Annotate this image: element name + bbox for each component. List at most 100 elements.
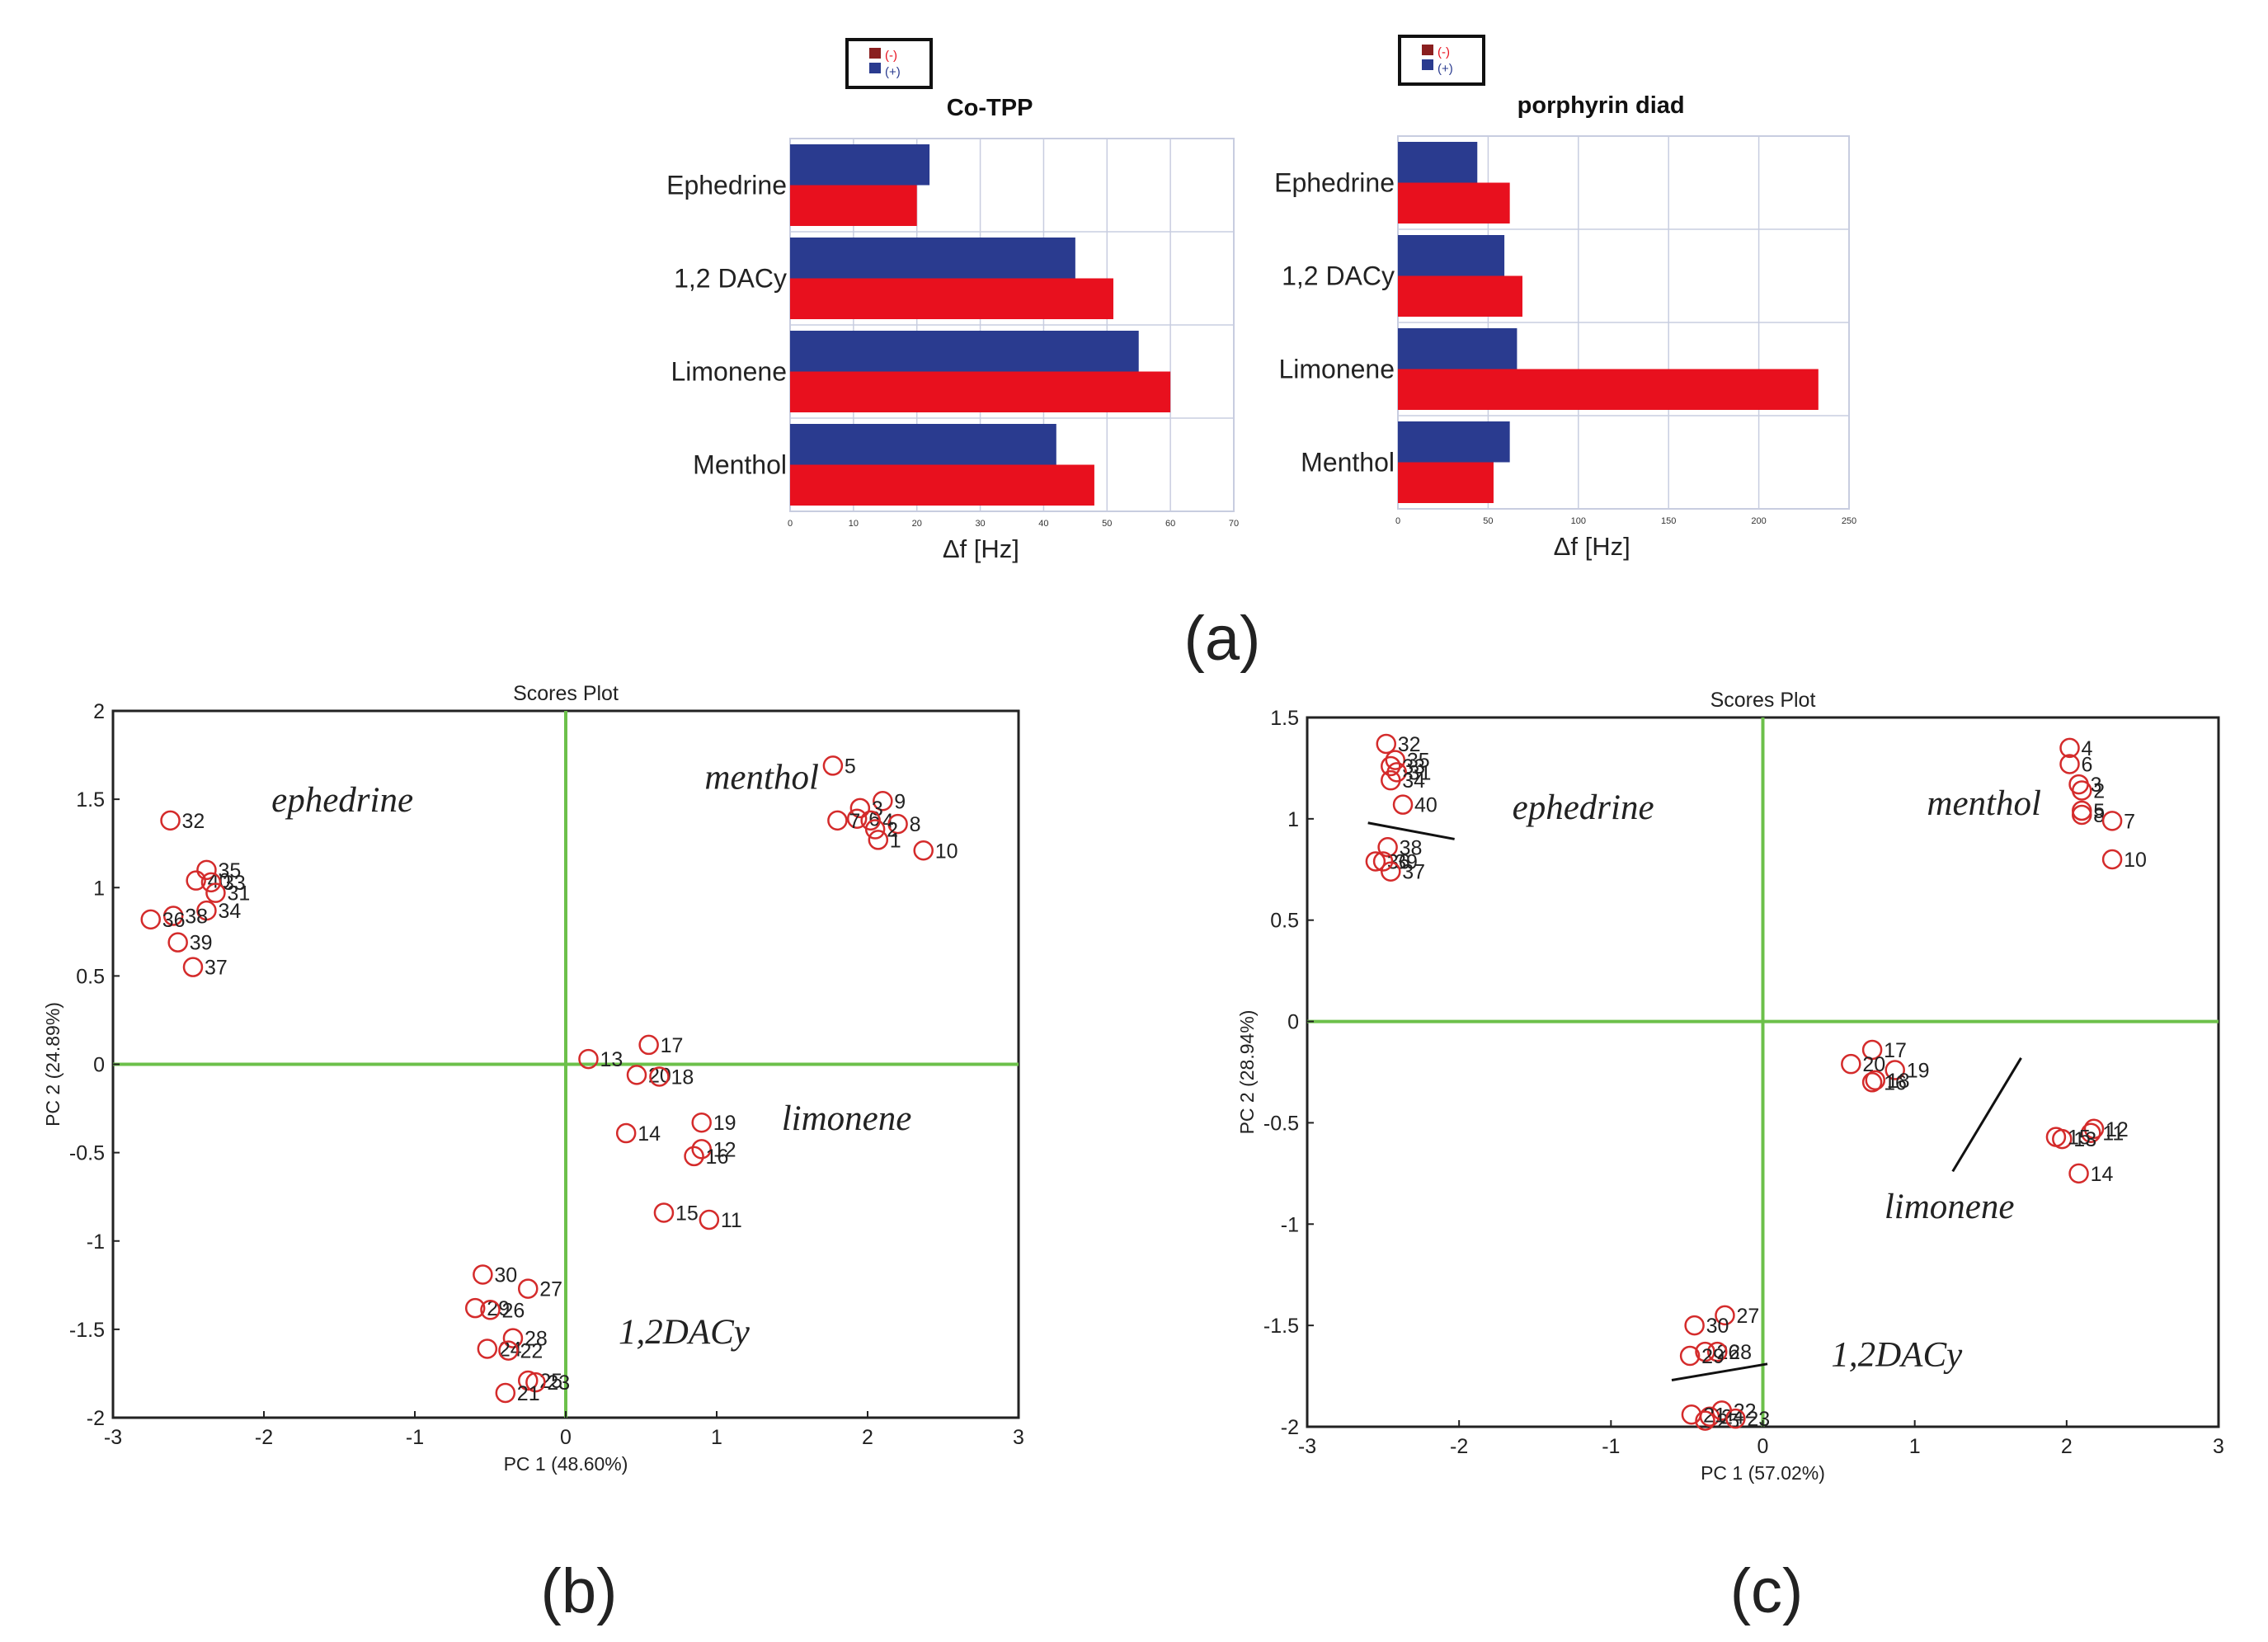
- point-marker: [691, 1139, 712, 1160]
- point-label: 27: [1736, 1305, 1759, 1328]
- point-label: 30: [1706, 1315, 1729, 1338]
- point-label: 23: [1747, 1408, 1770, 1431]
- point-marker: [691, 1112, 712, 1133]
- data-point: 17: [638, 1034, 683, 1057]
- group-annotation: menthol: [1927, 784, 2041, 823]
- y-tick-label: -1: [1281, 1213, 1299, 1236]
- point-label: 32: [182, 810, 205, 833]
- point-label: 14: [638, 1122, 661, 1146]
- point-marker: [1684, 1315, 1705, 1336]
- x-tick-label: 0: [1757, 1435, 1769, 1458]
- chart-title: porphyrin diad: [1517, 92, 1685, 119]
- bar-plus-1-2-dacy: [790, 278, 1113, 319]
- point-label: 4: [882, 810, 894, 833]
- point-marker: [699, 1209, 720, 1230]
- point-label: 7: [849, 810, 860, 833]
- x-tick-label: 3: [1013, 1426, 1024, 1449]
- data-point: 39: [1372, 850, 1418, 873]
- data-point: 32: [160, 810, 205, 833]
- bar-minus-menthol: [790, 424, 1056, 465]
- point-label: 21: [517, 1382, 540, 1405]
- data-point: 30: [1684, 1315, 1729, 1338]
- point-label: 2: [2093, 779, 2105, 802]
- data-point: 11: [2081, 1122, 2124, 1146]
- point-label: 36: [162, 909, 186, 932]
- point-label: 34: [1402, 769, 1425, 793]
- data-point: 30: [473, 1263, 517, 1287]
- point-label: 4: [2082, 737, 2093, 760]
- bar-minus-menthol: [1398, 421, 1510, 463]
- data-point: 14: [2068, 1163, 2114, 1186]
- y-tick-label: 1: [93, 877, 105, 900]
- point-marker: [864, 819, 886, 840]
- point-marker: [2045, 1127, 2067, 1147]
- y-tick-label: 0.5: [1270, 910, 1299, 933]
- point-marker: [196, 900, 217, 921]
- point-label: 31: [227, 882, 250, 906]
- data-point: 14: [615, 1122, 661, 1146]
- data-point: 23: [525, 1371, 570, 1395]
- point-label: 40: [1414, 794, 1437, 817]
- x-axis-label: Δf [Hz]: [943, 534, 1019, 563]
- point-marker: [913, 840, 934, 861]
- legend-swatch-plus: [869, 63, 881, 73]
- point-marker: [615, 1122, 637, 1144]
- point-marker: [480, 1300, 501, 1320]
- data-point: 8: [887, 813, 921, 836]
- point-label: 3: [872, 797, 883, 821]
- data-point: 36: [140, 909, 186, 932]
- point-marker: [626, 1065, 647, 1085]
- group-annotation: limonene: [1885, 1188, 2015, 1226]
- point-marker: [196, 859, 217, 881]
- bar-minus-limonene: [1398, 328, 1517, 369]
- point-label: 22: [520, 1340, 543, 1363]
- y-tick-label: 0.5: [76, 965, 105, 988]
- x-tick-label: 0: [788, 519, 793, 529]
- data-point: 19: [1885, 1060, 1930, 1083]
- legend-label-plus: (+): [1437, 62, 1453, 76]
- data-point: 12: [2083, 1118, 2129, 1141]
- point-marker: [1865, 1070, 1886, 1091]
- point-label: 9: [894, 790, 906, 813]
- y-tick-label: -1.5: [1263, 1315, 1299, 1338]
- y-tick-label: -0.5: [69, 1142, 105, 1165]
- data-point: 39: [167, 932, 213, 955]
- x-tick-label: -3: [1298, 1435, 1316, 1458]
- point-label: 14: [2091, 1163, 2114, 1186]
- point-marker: [1885, 1060, 1905, 1080]
- point-label: 37: [205, 957, 228, 980]
- data-point: 4: [2059, 737, 2093, 760]
- x-axis-label: PC 1 (48.60%): [504, 1453, 628, 1475]
- point-label: 5: [845, 755, 856, 778]
- point-marker: [160, 810, 181, 831]
- data-point: 25: [518, 1370, 562, 1393]
- point-label: 19: [713, 1112, 736, 1135]
- legend-label-minus: (-): [885, 49, 897, 63]
- x-tick-label: 0: [1395, 516, 1400, 526]
- category-label: 1,2 DACy: [674, 264, 787, 294]
- data-point: 12: [691, 1138, 736, 1161]
- data-point: 15: [653, 1202, 699, 1225]
- y-tick-label: -1.5: [69, 1319, 105, 1342]
- point-label: 38: [1400, 836, 1423, 859]
- scores-plot-scores_c: Scores Plot-3 -2 -1 0 1 2 3-2-1.5-1-0.500.511.…: [1236, 689, 2224, 1484]
- data-point: 23: [1725, 1408, 1770, 1431]
- x-tick-label: 100: [1571, 516, 1586, 526]
- group-annotation: 1,2DACy: [1831, 1335, 1963, 1374]
- point-label: 19: [1907, 1060, 1930, 1083]
- x-tick-label: 1: [1909, 1435, 1921, 1458]
- panel-labels: (a) (b) (c): [541, 604, 1804, 1626]
- data-point: 2: [864, 819, 898, 842]
- data-point: 6: [2059, 754, 2092, 777]
- point-marker: [2059, 737, 2080, 759]
- separator-line: [1951, 1057, 2022, 1173]
- data-point: 31: [205, 882, 250, 906]
- point-marker: [1365, 851, 1386, 872]
- bar-minus-1-2-dacy: [1398, 235, 1505, 276]
- data-point: 3: [849, 797, 883, 821]
- x-tick-label: -2: [1450, 1435, 1468, 1458]
- chart-title: Scores Plot: [513, 682, 619, 705]
- legend-box: [845, 38, 933, 89]
- data-point: 16: [684, 1146, 728, 1169]
- bar-plus-1-2-dacy: [1398, 275, 1522, 317]
